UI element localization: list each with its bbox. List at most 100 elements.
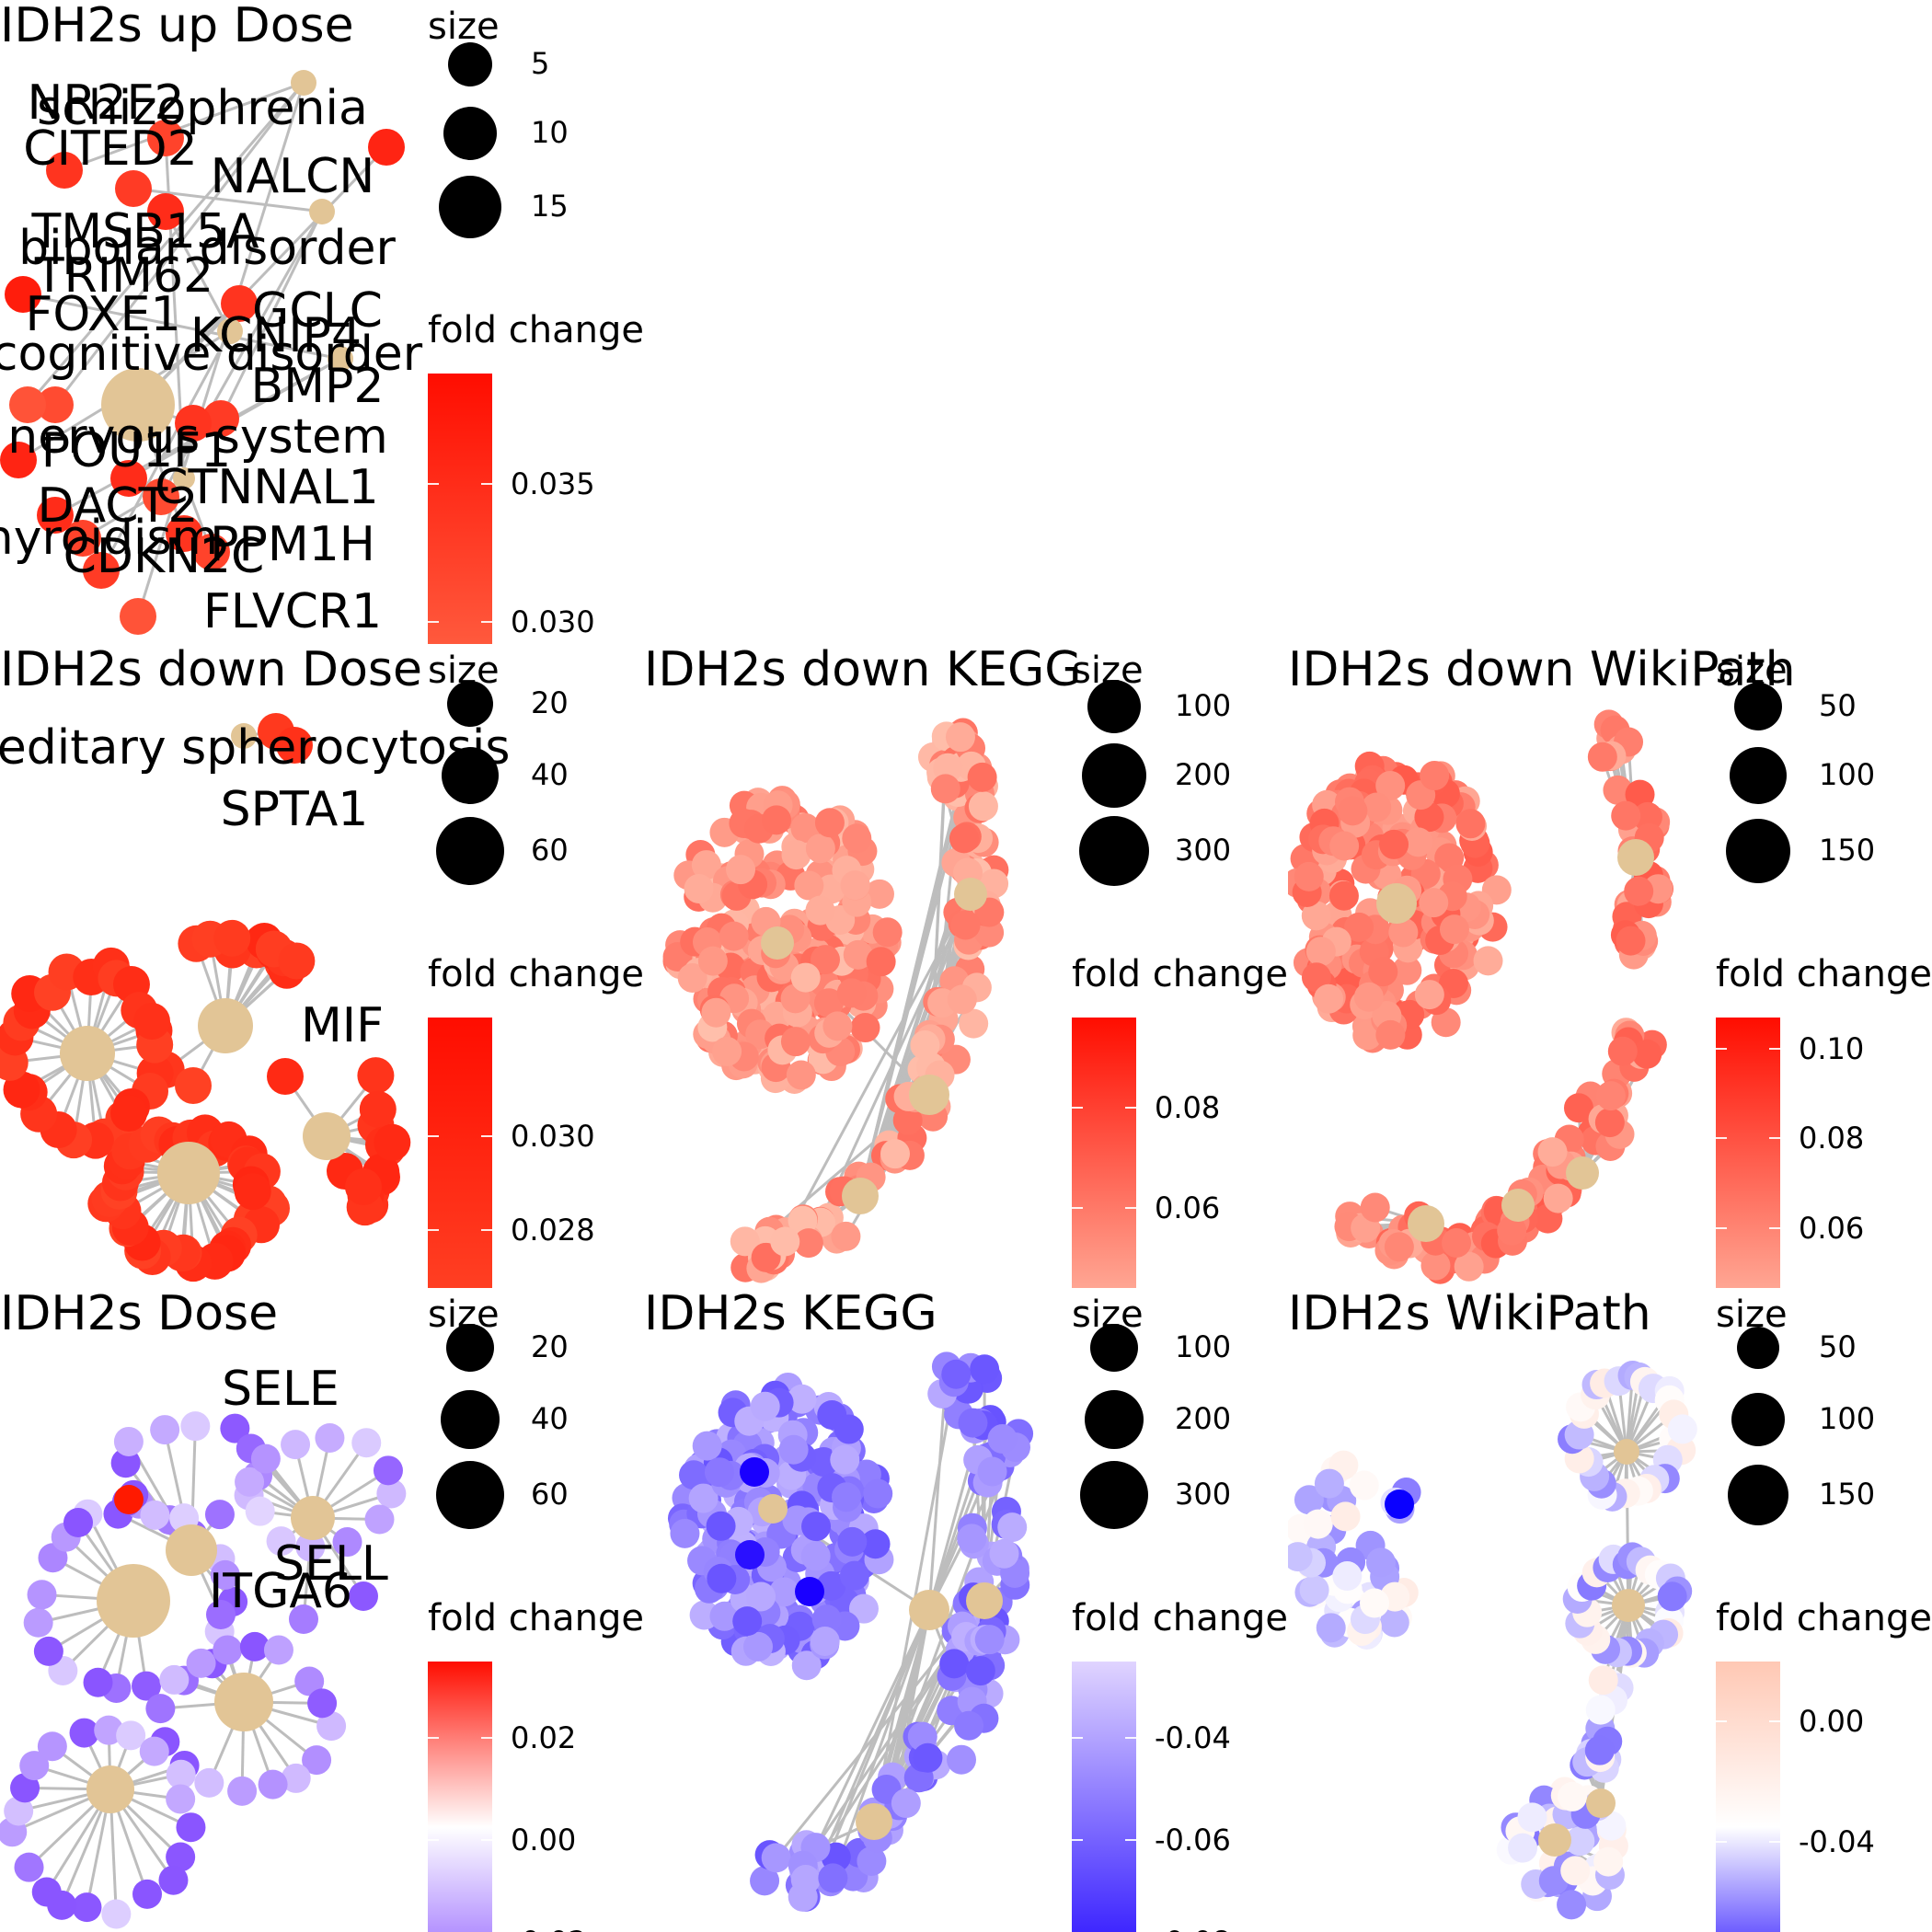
category-node [60, 1026, 115, 1081]
color-legend-bar: 0.080.060.04 [1072, 1018, 1220, 1288]
color-legend-tick-label: 0.06 [1799, 1210, 1865, 1246]
category-node [166, 1524, 217, 1576]
gene-label: PPM1H [210, 517, 375, 572]
gene-label: MIF [300, 998, 385, 1053]
gene-label: CTNNAL1 [155, 460, 379, 515]
gene-node [949, 823, 979, 854]
category-label: nervous system [7, 409, 388, 465]
size-legend-label: 40 [531, 757, 569, 792]
gene-node [780, 1027, 811, 1057]
gene-node [364, 1504, 395, 1535]
panel-title: IDH2s down Dose [0, 644, 422, 697]
category-node [97, 1564, 170, 1638]
gene-node [235, 1466, 265, 1497]
gene-node [809, 1447, 839, 1478]
gene-node [31, 1877, 62, 1907]
color-legend-title: fold change [1072, 1597, 1288, 1639]
gene-node [965, 1656, 995, 1686]
size-legend-dot [436, 817, 504, 885]
gene-node [1379, 1607, 1409, 1638]
gene-label: ITGA6 [208, 1564, 353, 1619]
panel-title: IDH2s down WikiPath [1288, 644, 1796, 697]
gene-node [837, 1526, 868, 1557]
gene-node [781, 840, 811, 870]
color-legend-tick-label: 0.030 [511, 1118, 595, 1154]
gene-node [1420, 1250, 1451, 1281]
gene-node [697, 946, 728, 976]
gene-node [857, 1846, 887, 1876]
color-legend-tick-label: 0.10 [1799, 1031, 1865, 1067]
gene-label: DACT2 [37, 478, 199, 534]
gene-node [289, 1604, 318, 1634]
gene-node [1329, 831, 1360, 861]
gene-node [1368, 957, 1398, 987]
gene-node [132, 1879, 163, 1909]
size-legend-dot [1080, 1461, 1148, 1529]
gene-label: POU1F1 [40, 423, 232, 478]
gene-label: GCLC [252, 283, 383, 339]
gene-node [1587, 742, 1617, 772]
gene-node [968, 791, 998, 822]
gene-node [221, 285, 258, 322]
chart-panel: IDH2s KEGG size 100 200 300 fold change -0.04-… [644, 1288, 1288, 1932]
size-legend-dot [439, 176, 501, 238]
category-node [1617, 839, 1654, 876]
network-edge [132, 187, 323, 213]
category-label: bipolar disorder [18, 221, 396, 276]
color-legend-tick-label: 0.08 [1799, 1121, 1865, 1156]
gene-node [684, 873, 714, 903]
size-legend-dot [1731, 1393, 1785, 1446]
category-node [954, 878, 987, 911]
category-node [303, 1112, 351, 1160]
network-edge [831, 1609, 931, 1879]
gene-node [850, 1013, 880, 1043]
category-node [86, 1765, 134, 1813]
gene-node [880, 1139, 911, 1169]
category-label: hereditary spherocytosis [0, 720, 511, 776]
gene-node [37, 1731, 67, 1762]
gene-node [839, 1560, 869, 1591]
gene-node [4, 1796, 34, 1826]
gene-label: KCNIP4 [190, 308, 362, 363]
gene-node [746, 1581, 776, 1612]
gene-node [691, 850, 721, 880]
color-legend-tick-label: -0.04 [1799, 1824, 1875, 1860]
category-node [198, 998, 253, 1053]
gene-node [1375, 1019, 1406, 1050]
category-node [761, 926, 794, 960]
chart-panel: IDH2s down WikiPath size 50 100 150 fold chan… [1288, 644, 1932, 1288]
gene-node [1392, 955, 1422, 985]
gene-node [133, 1003, 170, 1040]
gene-node [726, 855, 756, 885]
gene-node [1431, 1007, 1461, 1038]
gene-label: FLVCR1 [202, 584, 383, 639]
network-edge [772, 893, 972, 1261]
gene-node [176, 1812, 206, 1843]
gene-node [1584, 1735, 1615, 1765]
gene-node [5, 276, 41, 313]
gene-node [140, 1500, 170, 1530]
size-legend-dot [446, 1324, 494, 1372]
gene-node [1314, 983, 1344, 1014]
gene-node [250, 1443, 281, 1474]
gene-node [258, 1769, 288, 1800]
network-edge [53, 82, 305, 406]
color-legend-tick-label: 0.06 [1155, 1190, 1221, 1226]
gene-node [818, 1863, 848, 1893]
gene-node [1625, 779, 1655, 810]
size-legend-label: 200 [1175, 757, 1232, 792]
gene-label: SELL [274, 1536, 388, 1592]
gene-node [707, 1563, 737, 1593]
gene-node [730, 1226, 760, 1257]
gene-node [954, 1710, 984, 1741]
gene-node [376, 1478, 407, 1509]
gene-node [19, 1751, 50, 1781]
gene-node [840, 870, 870, 901]
gene-node [278, 942, 316, 980]
gene-node [778, 1434, 809, 1465]
node-layer [0, 1411, 407, 1929]
gene-node [701, 997, 731, 1028]
gene-node [836, 978, 867, 1008]
gene-label: CITED2 [23, 121, 198, 177]
size-legend-label: 200 [1175, 1401, 1232, 1436]
